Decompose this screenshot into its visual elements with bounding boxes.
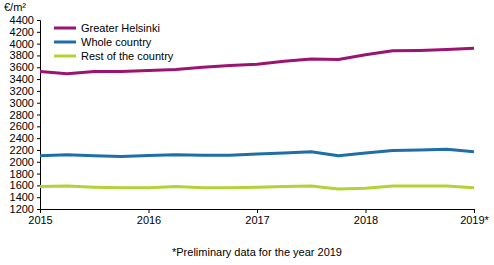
legend-item: Greater Helsinki: [54, 22, 160, 34]
x-tick-label: 2019*: [460, 214, 489, 226]
y-tick: 3000: [10, 97, 40, 109]
y-tick-label: 1400: [10, 191, 34, 203]
legend-label: Whole country: [81, 36, 152, 48]
y-tick-mark: [37, 79, 40, 80]
y-tick-label: 4000: [10, 38, 34, 50]
y-tick-label: 2600: [10, 120, 34, 132]
legend-swatch: [54, 55, 76, 58]
y-tick: 2000: [10, 156, 40, 168]
x-axis: 2015 2016 2017 2018 2019*: [28, 209, 489, 226]
x-tick-label: 2015: [28, 214, 52, 226]
y-tick-mark: [37, 91, 40, 92]
y-tick-mark: [37, 55, 40, 56]
y-tick-label: 1600: [10, 179, 34, 191]
y-axis-title: €/m²: [4, 1, 26, 13]
y-tick-label: 3400: [10, 73, 34, 85]
y-tick-label: 3600: [10, 61, 34, 73]
y-tick-mark: [37, 209, 40, 210]
y-tick-mark: [37, 20, 40, 21]
y-tick: 4400: [10, 14, 40, 26]
y-tick: 1400: [10, 191, 40, 203]
y-tick: 2800: [10, 109, 40, 121]
legend-label: Rest of the country: [81, 50, 174, 62]
x-tick-label: 2017: [245, 214, 269, 226]
y-tick-mark: [37, 126, 40, 127]
x-tick: 2019*: [460, 209, 489, 226]
legend-label: Greater Helsinki: [81, 22, 160, 34]
x-tick: 2017: [245, 209, 269, 226]
x-tick-label: 2018: [354, 214, 378, 226]
y-tick-mark: [37, 115, 40, 116]
y-tick: 2600: [10, 120, 40, 132]
y-tick-label: 4400: [10, 14, 34, 26]
y-tick: 3600: [10, 61, 40, 73]
y-tick-mark: [37, 174, 40, 175]
x-tick-mark: [40, 209, 41, 213]
y-tick: 3400: [10, 73, 40, 85]
y-tick: 3200: [10, 85, 40, 97]
y-tick-mark: [37, 197, 40, 198]
x-tick: 2016: [137, 209, 161, 226]
x-tick-mark: [149, 209, 150, 213]
series-line: [40, 186, 474, 189]
series-line: [40, 48, 474, 73]
legend-item: Rest of the country: [54, 50, 174, 62]
y-tick-label: 2200: [10, 144, 34, 156]
y-tick-label: 2800: [10, 109, 34, 121]
footnote: *Preliminary data for the year 2019: [172, 246, 342, 258]
y-tick: 1600: [10, 179, 40, 191]
y-tick-label: 1800: [10, 168, 34, 180]
x-axis-line: [41, 210, 475, 214]
legend: Greater Helsinki Whole country Rest of the…: [54, 22, 174, 62]
x-tick-mark: [257, 209, 258, 213]
y-tick-label: 3200: [10, 85, 34, 97]
x-tick: 2018: [354, 209, 378, 226]
y-tick-label: 2400: [10, 132, 34, 144]
y-tick: 4000: [10, 38, 40, 50]
chart: 1200140016001800200022002400260028003000…: [0, 0, 494, 265]
y-tick-mark: [37, 185, 40, 186]
y-tick: 3800: [10, 49, 40, 61]
y-tick-mark: [37, 138, 40, 139]
y-tick: 2200: [10, 144, 40, 156]
y-axis-line: [37, 21, 41, 210]
y-tick-label: 3000: [10, 97, 34, 109]
x-tick: 2015: [28, 209, 52, 226]
legend-swatch: [54, 27, 76, 30]
y-tick: 4200: [10, 26, 40, 38]
legend-item: Whole country: [54, 36, 152, 48]
lines: [40, 48, 474, 189]
y-tick-label: 4200: [10, 26, 34, 38]
y-tick-mark: [37, 150, 40, 151]
plot: 1200140016001800200022002400260028003000…: [10, 14, 490, 226]
y-tick-mark: [37, 67, 40, 68]
series-line: [40, 149, 474, 156]
y-tick-mark: [37, 44, 40, 45]
y-tick-mark: [37, 32, 40, 33]
x-tick-mark: [366, 209, 367, 213]
x-tick-label: 2016: [137, 214, 161, 226]
y-tick-mark: [37, 162, 40, 163]
y-axis: 1200140016001800200022002400260028003000…: [10, 14, 41, 215]
y-tick-mark: [37, 103, 40, 104]
x-tick-mark: [474, 209, 475, 213]
y-tick: 1800: [10, 168, 40, 180]
legend-swatch: [54, 41, 76, 44]
y-tick-label: 2000: [10, 156, 34, 168]
y-tick-label: 3800: [10, 49, 34, 61]
y-tick: 2400: [10, 132, 40, 144]
